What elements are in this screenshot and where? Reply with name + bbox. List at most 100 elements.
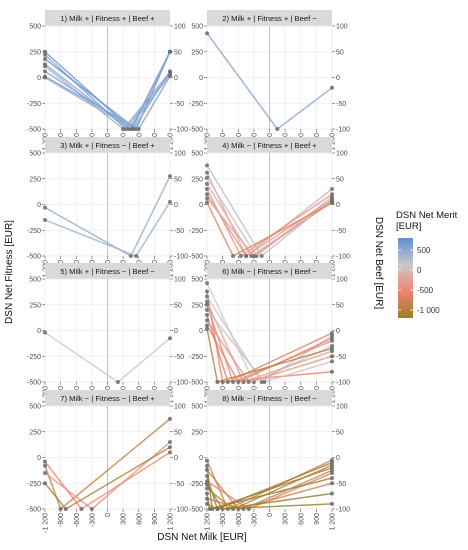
facet-panel-8: 8) Milk − | Fitness − | Beef −5002500-25… [189,390,350,533]
beef-tick-label: -50 [336,354,346,361]
fitness-tick-label: -250 [189,228,203,235]
facet-panel-2: 2) Milk + | Fitness + | Beef −5002500-25… [189,10,350,153]
fitness-tick-label: 0 [37,202,41,209]
fitness-tick-label: 250 [191,49,203,56]
fitness-tick-label: 500 [191,151,203,158]
facet-panel-1: 1) Milk + | Fitness + | Beef +5002500-25… [27,10,188,153]
animal-point [330,192,334,197]
facet-strip [45,10,170,26]
animal-point [330,481,334,486]
animal-point [205,31,209,36]
beef-tick-label: -100 [336,254,350,261]
animal-point [43,459,47,464]
animal-point [205,307,209,312]
animal-point [115,380,120,384]
animal-point [205,175,209,180]
facet-title: 6) Milk − | Fitness + | Beef − [222,267,317,276]
animal-point [134,254,139,258]
beef-tick-label: 0 [336,202,340,209]
milk-tick-label: 300 [121,513,128,525]
fitness-tick-label: 250 [191,429,203,436]
animal-point [205,318,209,323]
milk-tick-label: -300 [89,513,96,527]
animal-point [205,479,209,484]
animal-point [330,187,334,192]
milk-tick-label: 1 200 [330,133,337,151]
fitness-tick-label: 0 [199,75,203,82]
milk-tick-label: 0 [267,260,274,264]
animal-point [168,450,172,455]
facet-title: 5) Milk + | Fitness − | Beef − [60,267,155,276]
animal-point [330,336,334,341]
fitness-tick-label: -250 [27,228,41,235]
animal-point [330,200,334,205]
animal-point [205,187,209,192]
fitness-tick-label: 500 [191,277,203,284]
animal-point [275,127,280,131]
animal-point [330,359,334,364]
milk-tick-label: 0 [105,513,112,517]
animal-point [205,163,209,168]
fitness-tick-label: -500 [189,254,203,261]
animal-point [205,289,209,294]
fitness-tick-label: -250 [189,481,203,488]
milk-tick-label: 1 200 [168,133,175,151]
animal-point [43,463,47,468]
animal-point [205,181,209,186]
fitness-tick-label: 0 [37,455,41,462]
legend-title: [EUR] [396,221,421,232]
facet-strip [207,390,332,406]
beef-tick-label: 100 [336,277,348,284]
facet-panel-5: 5) Milk + | Fitness − | Beef −5002500-25… [27,263,188,406]
animal-point [168,69,172,74]
animal-point [205,486,209,491]
beef-tick-label: 0 [174,455,178,462]
milk-tick-label: 0 [267,513,274,517]
fitness-tick-label: 500 [29,151,41,158]
y-axis-title-right: DSN Net Beef [EUR] [373,217,384,309]
fitness-tick-label: 250 [191,176,203,183]
facet-title: 1) Milk + | Fitness + | Beef + [60,14,155,23]
animal-point [215,380,220,384]
animal-point [205,491,209,496]
fitness-tick-label: 500 [191,24,203,31]
animal-point [205,463,209,468]
animal-point [205,294,209,299]
beef-tick-label: 0 [336,455,340,462]
animal-point [205,192,209,197]
beef-tick-label: 100 [336,24,348,31]
fitness-tick-label: -250 [27,101,41,108]
animal-point [205,299,209,304]
animal-point [205,200,209,205]
milk-tick-label: 0 [267,133,274,137]
animal-point [205,170,209,175]
animal-point [205,474,209,479]
beef-tick-label: -50 [174,101,184,108]
beef-tick-label: 0 [174,75,178,82]
legend-label: 500 [417,246,431,255]
legend-colorbar [398,238,413,318]
fitness-tick-label: 250 [29,429,41,436]
facet-strip [45,263,170,279]
beef-tick-label: 0 [336,75,340,82]
animal-point [238,254,243,258]
fitness-tick-label: 500 [29,277,41,284]
facet-strip [45,390,170,406]
beef-tick-label: 50 [174,176,182,183]
milk-tick-label: -1 200 [205,513,212,533]
facet-panel-6: 6) Milk − | Fitness + | Beef −5002500-25… [189,263,350,406]
fitness-tick-label: 500 [29,24,41,31]
beef-tick-label: 50 [174,302,182,309]
beef-tick-label: 50 [336,429,344,436]
animal-point [168,49,172,54]
animal-point [330,369,334,374]
fitness-tick-label: -500 [189,380,203,387]
milk-tick-label: 300 [283,513,290,525]
beef-tick-label: 50 [174,429,182,436]
facet-strip [207,10,332,26]
animal-point [168,174,172,179]
animal-point [205,313,209,318]
milk-tick-label: 900 [152,513,159,525]
animal-point [251,254,256,258]
